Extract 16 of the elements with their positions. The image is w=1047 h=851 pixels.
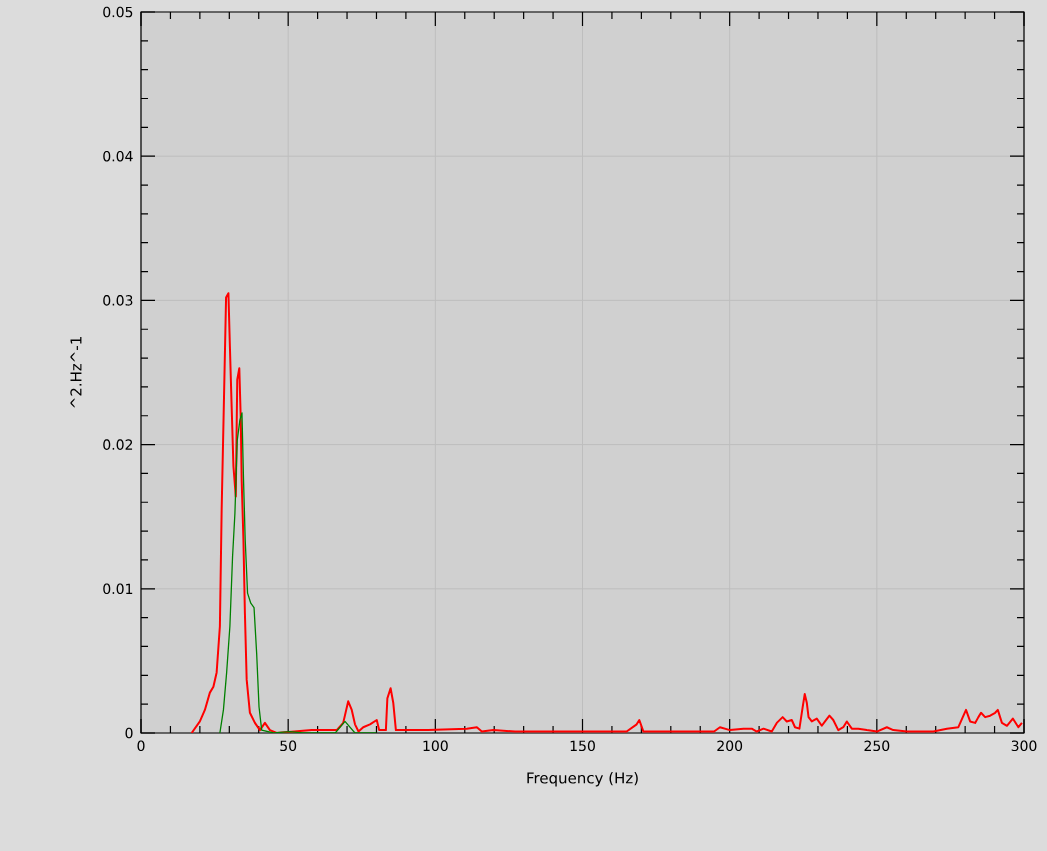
line-series xyxy=(219,412,378,733)
y-tick-label: 0.04 xyxy=(103,150,133,162)
y-tick-label: 0.02 xyxy=(103,439,133,450)
x-tick-label: 50 xyxy=(280,740,297,752)
y-tick-label: 0.03 xyxy=(103,295,133,306)
y-tick-label: 0.05 xyxy=(103,6,133,18)
y-tick-label: 0 xyxy=(125,727,133,739)
x-tick-label: 0 xyxy=(137,740,145,752)
x-tick-label: 100 xyxy=(423,740,448,752)
x-tick-label: 250 xyxy=(864,740,890,752)
x-tick-label: 150 xyxy=(570,740,595,752)
x-tick-label: 200 xyxy=(717,740,743,752)
y-tick-label: 0.01 xyxy=(103,583,133,595)
x-tick-label: 300 xyxy=(1011,740,1037,752)
x-axis-title: Frequency (Hz) xyxy=(527,771,638,787)
y-axis-title: ^2.Hz^-1 xyxy=(70,337,82,408)
